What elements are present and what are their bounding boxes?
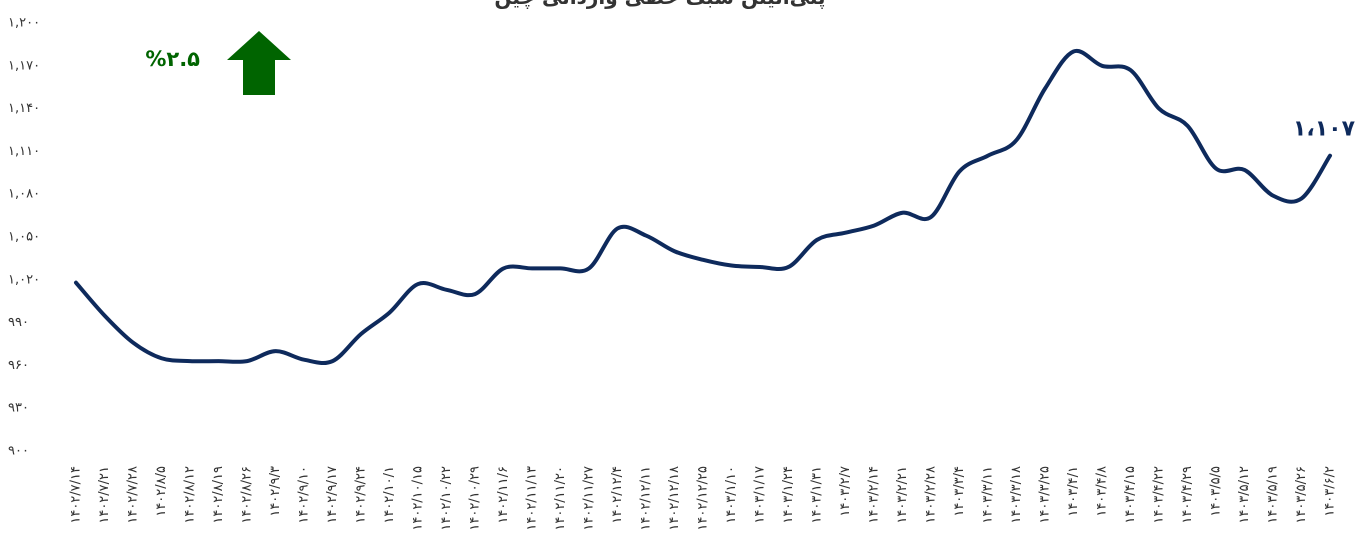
x-tick-label: ۱۴۰۳/۲/۲۸: [924, 466, 939, 524]
x-tick-label: ۱۴۰۳/۳/۴: [952, 466, 967, 517]
x-tick-label: ۱۴۰۳/۱/۳۱: [810, 466, 825, 524]
x-tick-label: ۱۴۰۳/۴/۱۵: [1123, 466, 1138, 524]
y-tick-label: ۱,۲۰۰: [8, 16, 40, 31]
y-tick-label: ۹۹۰: [8, 315, 29, 330]
x-tick-label: ۱۴۰۳/۲/۷: [838, 466, 853, 517]
x-tick-label: ۱۴۰۳/۵/۵: [1209, 466, 1224, 517]
value-label: ۱،۱۰۷: [1293, 117, 1356, 142]
x-tick-label: ۱۴۰۳/۱/۲۴: [781, 466, 796, 524]
x-tick-label: ۱۴۰۲/۱۰/۲۲: [439, 466, 454, 531]
x-tick-label: ۱۴۰۲/۷/۲۸: [126, 466, 141, 524]
x-tick-label: ۱۴۰۳/۵/۱۲: [1237, 466, 1252, 524]
x-tick-label: ۱۴۰۲/۱۱/۲۷: [582, 466, 597, 531]
x-tick-label: ۱۴۰۲/۸/۲۶: [240, 466, 255, 524]
x-tick-label: ۱۴۰۳/۳/۱۸: [1009, 466, 1024, 524]
x-tick-label: ۱۴۰۲/۱۲/۲۵: [696, 466, 711, 531]
x-tick-label: ۱۴۰۲/۸/۵: [154, 466, 169, 517]
chart-title: پلی‌اتیلن سبک خطی وارداتی چین: [494, 0, 825, 10]
x-tick-label: ۱۴۰۲/۱۲/۱۸: [667, 466, 682, 531]
y-tick-label: ۱,۰۵۰: [8, 230, 40, 245]
x-tick-label: ۱۴۰۲/۹/۱۷: [325, 466, 340, 524]
x-tick-label: ۱۴۰۲/۹/۳: [268, 466, 283, 517]
x-tick-label: ۱۴۰۲/۱۱/۶: [496, 466, 511, 524]
x-tick-label: ۱۴۰۲/۷/۱۴: [69, 466, 84, 524]
y-tick-label: ۹۰۰: [8, 444, 29, 459]
x-tick-label: ۱۴۰۲/۱۰/۱۵: [411, 466, 426, 531]
y-tick-label: ۱,۰۸۰: [8, 187, 40, 202]
annotation: %۲.۵: [145, 47, 200, 71]
x-tick-label: ۱۴۰۳/۱/۱۷: [753, 466, 768, 524]
x-tick-label: ۱۴۰۲/۸/۱۲: [183, 466, 198, 524]
y-tick-label: ۱,۱۷۰: [8, 58, 40, 73]
x-tick-label: ۱۴۰۲/۹/۱۰: [297, 466, 312, 524]
x-tick-label: ۱۴۰۲/۱۰/۱: [382, 466, 397, 524]
y-tick-label: ۱,۰۲۰: [8, 272, 40, 287]
x-tick-label: ۱۴۰۳/۴/۲۹: [1180, 466, 1195, 524]
x-tick-label: ۱۴۰۳/۴/۱: [1066, 466, 1081, 517]
x-tick-label: ۱۴۰۲/۱۱/۲۰: [553, 466, 568, 531]
x-tick-label: ۱۴۰۳/۲/۱۴: [867, 466, 882, 524]
x-tick-label: ۱۴۰۲/۱۰/۲۹: [468, 466, 483, 531]
x-tick-label: ۱۴۰۲/۸/۱۹: [211, 466, 226, 524]
y-tick-label: ۹۶۰: [8, 358, 29, 373]
x-tick-label: ۱۴۰۲/۷/۲۱: [97, 466, 112, 524]
x-tick-label: ۱۴۰۳/۴/۲۲: [1152, 466, 1167, 524]
x-tick-label: ۱۴۰۲/۱۲/۴: [610, 466, 625, 524]
line: [74, 48, 1332, 365]
x-tick-label: ۱۴۰۳/۳/۲۵: [1038, 466, 1053, 524]
y-tick-label: ۱,۱۱۰: [8, 144, 40, 159]
x-tick-label: ۱۴۰۳/۶/۲: [1323, 466, 1338, 517]
x-tick-label: ۱۴۰۳/۱/۱۰: [724, 466, 739, 524]
x-tick-label: ۱۴۰۳/۴/۸: [1095, 466, 1110, 517]
x-tick-label: ۱۴۰۲/۱۲/۱۱: [639, 466, 654, 531]
x-tick-label: ۱۴۰۳/۵/۱۹: [1266, 466, 1281, 524]
x-tick-label: ۱۴۰۳/۵/۲۶: [1294, 466, 1309, 524]
y-tick-label: ۱,۱۴۰: [8, 101, 40, 116]
x-tick-label: ۱۴۰۳/۳/۱۱: [981, 466, 996, 524]
x-tick-label: ۱۴۰۳/۲/۲۱: [895, 466, 910, 524]
x-tick-label: ۱۴۰۲/۱۱/۱۳: [525, 466, 540, 531]
x-tick-label: ۱۴۰۲/۹/۲۴: [354, 466, 369, 524]
y-tick-label: ۹۳۰: [8, 401, 29, 416]
up-arrow: [227, 31, 291, 95]
